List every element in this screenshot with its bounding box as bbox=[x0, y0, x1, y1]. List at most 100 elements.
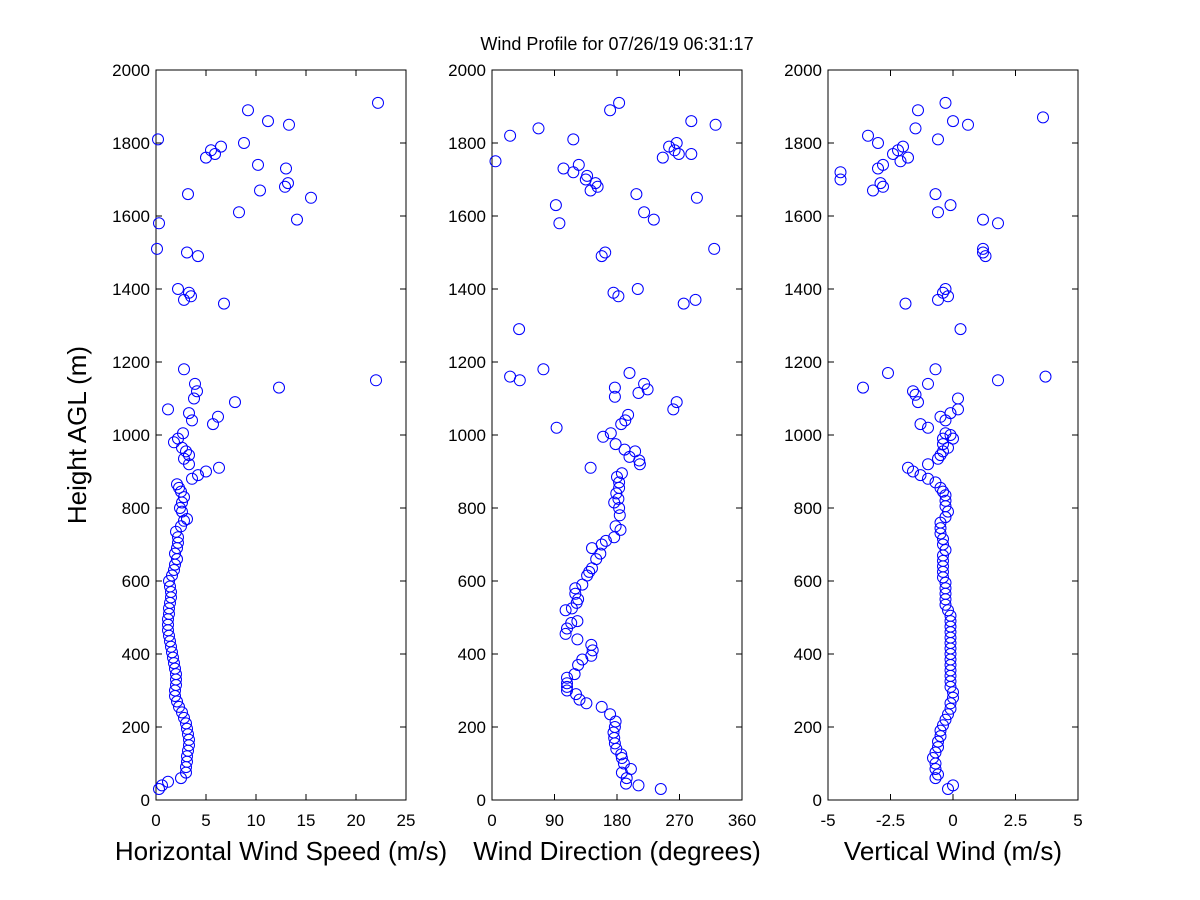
data-point bbox=[656, 151, 669, 164]
data-point bbox=[252, 158, 264, 171]
data-point bbox=[907, 385, 919, 398]
data-point bbox=[939, 713, 952, 726]
data-point bbox=[180, 717, 192, 730]
data-point bbox=[929, 188, 942, 201]
data-point bbox=[934, 724, 947, 737]
data-point bbox=[927, 752, 939, 764]
y-tick-label: 1600 bbox=[784, 207, 822, 226]
y-tick-label: 1800 bbox=[784, 134, 822, 153]
y-tick-label: 0 bbox=[813, 791, 822, 810]
data-point bbox=[609, 520, 622, 533]
data-point bbox=[561, 671, 573, 684]
data-point bbox=[922, 472, 934, 485]
data-point bbox=[586, 644, 599, 657]
data-point bbox=[647, 213, 660, 226]
x-tick-label: 2.5 bbox=[1004, 811, 1028, 830]
data-point bbox=[549, 199, 562, 212]
y-tick-label: 800 bbox=[122, 499, 150, 518]
data-point bbox=[553, 217, 566, 230]
data-point bbox=[192, 469, 204, 482]
data-point bbox=[897, 140, 909, 153]
data-point bbox=[169, 547, 181, 560]
data-point bbox=[929, 772, 942, 785]
data-point bbox=[178, 711, 190, 724]
x-axis-label: Horizontal Wind Speed (m/s) bbox=[115, 836, 447, 866]
data-point bbox=[153, 783, 165, 795]
data-point bbox=[944, 609, 957, 622]
x-tick-label: -2.5 bbox=[876, 811, 905, 830]
data-point bbox=[233, 206, 245, 219]
data-point bbox=[305, 191, 317, 204]
data-point bbox=[623, 367, 636, 379]
data-point bbox=[937, 485, 949, 498]
data-point bbox=[857, 381, 869, 394]
data-point bbox=[172, 531, 184, 544]
y-tick-label: 800 bbox=[458, 499, 486, 518]
data-point bbox=[173, 700, 185, 713]
data-point bbox=[594, 547, 607, 560]
data-point bbox=[909, 388, 922, 401]
x-axis-label: Vertical Wind (m/s) bbox=[844, 836, 1062, 866]
data-point bbox=[280, 162, 292, 175]
data-point bbox=[291, 213, 303, 226]
data-point bbox=[595, 700, 608, 713]
data-point bbox=[153, 217, 165, 230]
y-tick-label: 600 bbox=[794, 572, 822, 591]
data-point bbox=[939, 494, 952, 507]
wind-direction-panel: 0 200 400 600 800 1000 1200 1400 1600 1800 2000 0 90… bbox=[448, 61, 761, 866]
data-point bbox=[181, 246, 193, 259]
data-point bbox=[937, 538, 949, 551]
y-tick-label: 1000 bbox=[448, 426, 486, 445]
data-point bbox=[532, 122, 545, 135]
data-point bbox=[944, 429, 957, 441]
y-tick-label: 600 bbox=[122, 572, 150, 591]
data-point bbox=[689, 293, 702, 306]
data-point bbox=[947, 779, 959, 792]
y-tick-label: 1200 bbox=[784, 353, 822, 372]
y-tick-label: 1400 bbox=[448, 280, 486, 299]
data-point bbox=[939, 544, 952, 556]
y-tick-label: 400 bbox=[458, 645, 486, 664]
data-point bbox=[677, 297, 690, 310]
data-point bbox=[709, 118, 722, 131]
x-tick-label: 10 bbox=[247, 811, 266, 830]
y-tick-label: 1600 bbox=[112, 207, 150, 226]
data-point bbox=[572, 158, 585, 171]
data-point bbox=[977, 242, 989, 255]
data-point bbox=[273, 381, 285, 394]
data-point bbox=[615, 418, 628, 431]
data-point bbox=[912, 396, 924, 409]
data-point bbox=[372, 96, 384, 109]
data-point bbox=[934, 449, 947, 462]
data-point bbox=[168, 436, 180, 449]
data-point bbox=[670, 396, 683, 409]
data-point bbox=[617, 757, 630, 770]
x-tick-label: 0 bbox=[948, 811, 957, 830]
data-point bbox=[571, 633, 584, 646]
data-point bbox=[152, 133, 164, 146]
data-point bbox=[171, 478, 183, 491]
data-point bbox=[212, 410, 224, 423]
data-point bbox=[663, 140, 676, 153]
data-point bbox=[633, 458, 646, 471]
y-tick-label: 400 bbox=[122, 645, 150, 664]
data-point bbox=[630, 188, 643, 201]
data-point bbox=[262, 115, 274, 128]
y-tick-label: 0 bbox=[141, 791, 150, 810]
data-point bbox=[929, 363, 942, 376]
data-point bbox=[162, 775, 174, 788]
y-tick-label: 400 bbox=[794, 645, 822, 664]
data-point bbox=[181, 722, 193, 735]
data-point bbox=[513, 323, 526, 336]
data-point bbox=[613, 476, 626, 489]
data-point bbox=[609, 438, 622, 451]
data-point bbox=[176, 706, 188, 719]
data-point bbox=[929, 476, 942, 489]
data-point bbox=[670, 137, 683, 149]
data-point bbox=[608, 721, 621, 733]
data-point bbox=[567, 133, 580, 146]
data-point bbox=[569, 587, 582, 600]
data-point bbox=[580, 697, 593, 710]
data-point bbox=[178, 514, 190, 527]
data-point bbox=[872, 137, 884, 149]
